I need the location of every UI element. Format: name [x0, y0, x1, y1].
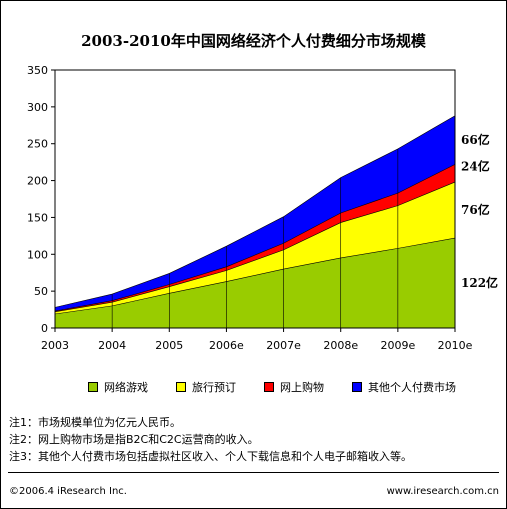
legend-item-other-paid: 其他个人付费市场 [352, 379, 456, 395]
y-tick-label-7: 300 [27, 101, 48, 114]
x-tick-label-7: 2009e [380, 339, 415, 352]
website-url: www.iresearch.com.cn [386, 486, 499, 497]
x-tick-label-4: 2006e [209, 339, 244, 352]
y-tick-label-6: 250 [27, 138, 48, 151]
y-tick-label-5: 200 [27, 175, 48, 188]
y-tick-label-3: 100 [27, 248, 48, 261]
note-2: 注2：网上购物市场是指B2C和C2C运营商的收入。 [9, 433, 259, 446]
legend: 网络游戏 旅行预订 网上购物 其他个人付费市场 [88, 379, 456, 395]
x-tick-label-2: 2004 [98, 339, 126, 352]
legend-swatch-online-shopping [264, 382, 274, 392]
series-line-2 [54, 181, 456, 313]
x-tick-label-5: 2007e [266, 339, 301, 352]
y-tick-label-8: 350 [27, 64, 48, 77]
series-line-1 [54, 237, 456, 315]
legend-label-other-paid: 其他个人付费市场 [368, 381, 456, 394]
x-tick-label-8: 2010e [438, 339, 473, 352]
end-label-series-1: 122亿 [461, 275, 498, 290]
legend-label-online-games: 网络游戏 [104, 381, 148, 394]
note-3: 注3：其他个人付费市场包括虚拟社区收入、个人下载信息和个人电子邮箱收入等。 [9, 450, 412, 463]
series-line-4 [54, 115, 456, 308]
end-label-series-4: 66亿 [461, 132, 490, 147]
chart-title: 2003-2010年中国网络经济个人付费细分市场规模 [81, 32, 426, 50]
x-tick-label-6: 2008e [323, 339, 358, 352]
area-series-1 [55, 238, 455, 328]
legend-item-travel-booking: 旅行预订 [176, 379, 236, 395]
y-tick-label-2: 50 [34, 285, 48, 298]
legend-swatch-travel-booking [176, 382, 186, 392]
legend-item-online-games: 网络游戏 [88, 379, 148, 395]
x-tick-label-3: 2005 [155, 339, 183, 352]
legend-item-online-shopping: 网上购物 [264, 379, 324, 395]
footer-divider [8, 472, 499, 473]
legend-label-online-shopping: 网上购物 [280, 381, 324, 394]
x-tick-label-1: 2003 [41, 339, 69, 352]
notes: 注1：市场规模单位为亿元人民币。 注2：网上购物市场是指B2C和C2C运营商的收… [9, 414, 412, 465]
legend-swatch-other-paid [352, 382, 362, 392]
legend-swatch-online-games [88, 382, 98, 392]
end-label-series-2: 76亿 [461, 202, 490, 217]
series-line-3 [54, 164, 456, 312]
end-label-series-3: 24亿 [461, 158, 490, 173]
y-tick-label-4: 150 [27, 211, 48, 224]
note-1: 注1：市场规模单位为亿元人民币。 [9, 416, 181, 429]
y-tick-label-1: 0 [41, 322, 48, 335]
plot-area-border [54, 69, 456, 329]
copyright-text: ©2006.4 iResearch Inc. [9, 486, 127, 497]
legend-label-travel-booking: 旅行预订 [192, 381, 236, 394]
area-series-2 [55, 182, 455, 314]
